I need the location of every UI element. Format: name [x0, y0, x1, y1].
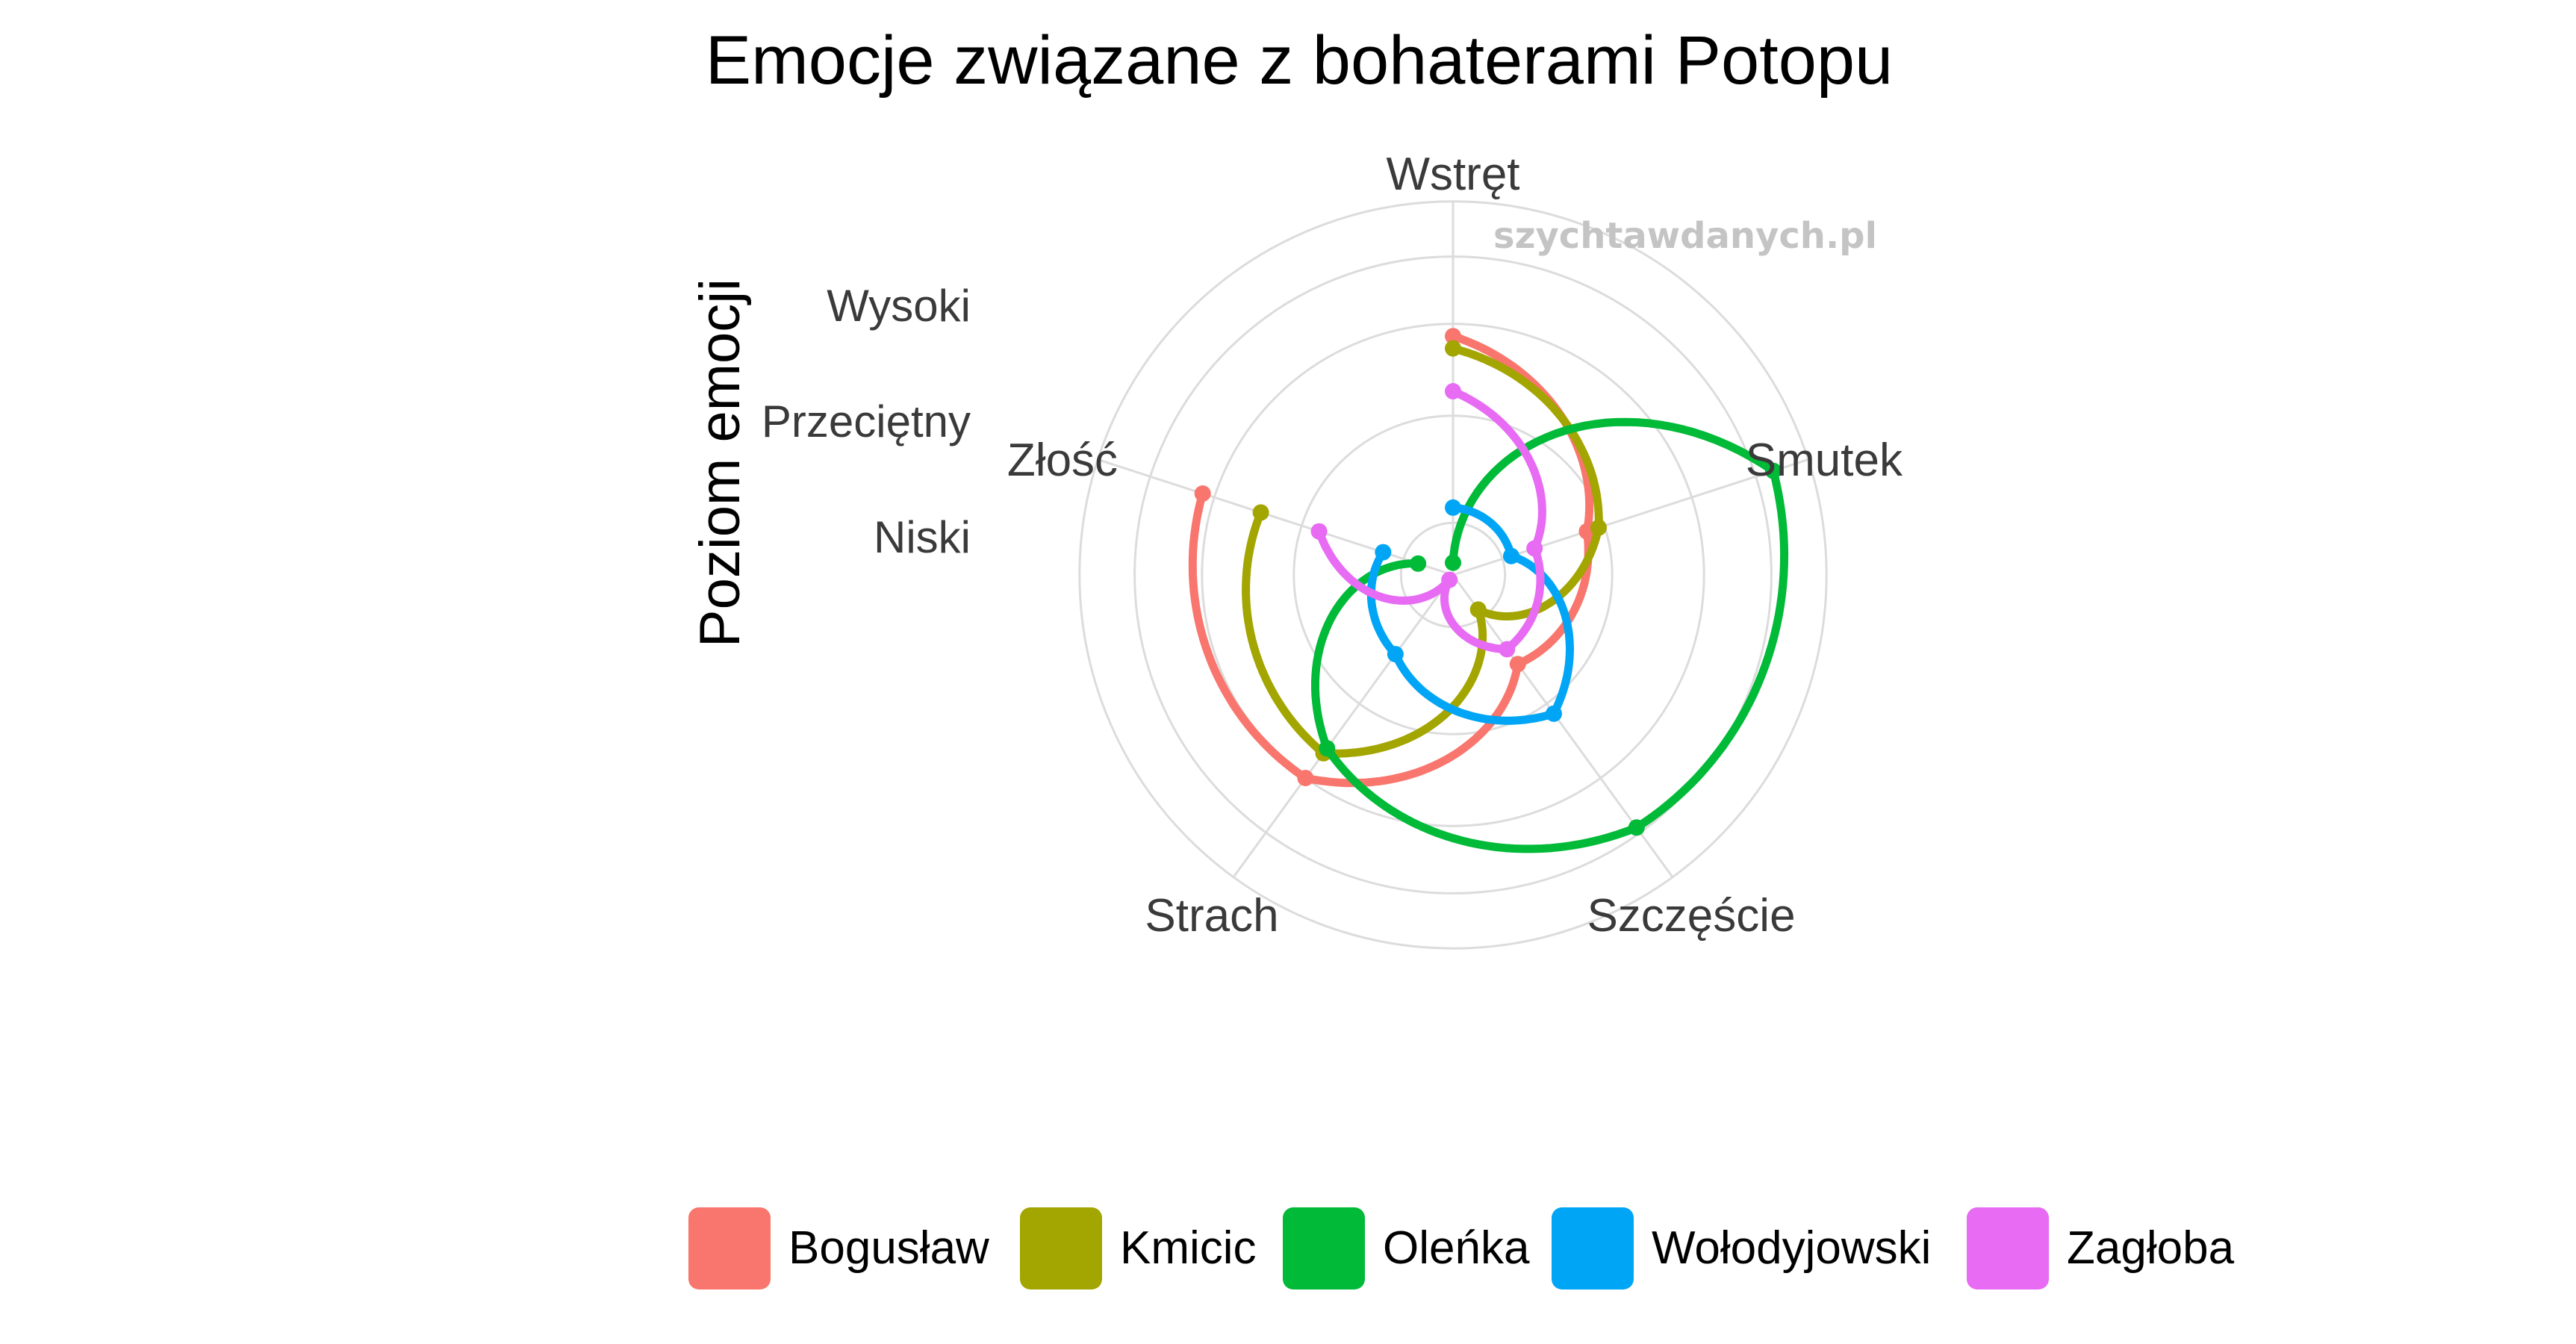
grid-spoke-4 [1232, 574, 1455, 878]
legend-label-boguslaw: Bogusław [788, 1222, 989, 1274]
legend-label-kmicic: Kmicic [1120, 1222, 1257, 1274]
legend-label-wolodyjowski: Wołodyjowski [1652, 1222, 1931, 1274]
level-label-medium: Przeciętny [762, 396, 971, 447]
series-point-wolodyjowski-5 [1375, 544, 1392, 561]
chart-title: Emocje związane z bohaterami Potopu [706, 22, 1893, 99]
series-point-boguslaw-3 [1509, 656, 1526, 673]
series-point-wolodyjowski-1 [1445, 499, 1461, 516]
series-point-wolodyjowski-2 [1503, 547, 1519, 564]
radar-grid [1078, 200, 1828, 950]
series-point-boguslaw-1 [1445, 328, 1461, 345]
legend-item-zagloba: Zagłoba [1967, 1207, 2235, 1289]
series-point-olenka-1 [1445, 554, 1461, 571]
legend-label-zagloba: Zagłoba [2067, 1222, 2235, 1274]
series-point-zagloba-4 [1441, 571, 1458, 588]
level-label-low: Niski [874, 512, 971, 562]
y-axis-label: Poziom emocji [688, 279, 752, 647]
series-point-zagloba-2 [1526, 540, 1543, 557]
legend-swatch-olenka [1283, 1207, 1365, 1289]
series-point-boguslaw-4 [1297, 770, 1314, 786]
axis-label-anger: Złość [1007, 435, 1118, 486]
radar-series [1188, 328, 1789, 853]
series-point-olenka-2 [1764, 462, 1782, 479]
level-label-high: Wysoki [827, 281, 971, 331]
legend-label-olenka: Oleńka [1383, 1222, 1530, 1274]
axis-label-fear: Strach [1145, 890, 1278, 942]
series-point-kmicic-3 [1469, 601, 1487, 618]
grid-spoke-5 [1097, 458, 1454, 576]
legend: Bogusław Kmicic Oleńka Wołodyjowski Zagł… [688, 1207, 2235, 1289]
series-point-kmicic-2 [1590, 519, 1607, 536]
legend-item-kmicic: Kmicic [1020, 1207, 1257, 1289]
series-point-zagloba-5 [1310, 523, 1328, 540]
series-point-zagloba-3 [1499, 641, 1516, 658]
series-point-olenka-5 [1410, 555, 1427, 572]
legend-swatch-boguslaw [688, 1207, 771, 1289]
series-point-olenka-3 [1628, 819, 1645, 836]
legend-swatch-zagloba [1967, 1207, 2049, 1289]
legend-swatch-wolodyjowski [1552, 1207, 1634, 1289]
watermark-text: szychtawdanych.pl [1493, 215, 1877, 257]
series-point-olenka-4 [1319, 740, 1336, 757]
series-point-zagloba-1 [1445, 383, 1461, 399]
legend-item-olenka: Oleńka [1283, 1207, 1530, 1289]
series-point-boguslaw-5 [1194, 485, 1211, 502]
axis-label-disgust: Wstręt [1386, 149, 1519, 200]
series-line-zagloba [1315, 387, 1546, 653]
series-point-wolodyjowski-4 [1387, 646, 1404, 663]
series-point-kmicic-1 [1445, 340, 1461, 357]
series-point-kmicic-5 [1252, 504, 1269, 521]
axis-label-sadness: Smutek [1746, 435, 1903, 486]
axis-label-happiness: Szczęście [1587, 890, 1795, 942]
legend-swatch-kmicic [1020, 1207, 1102, 1289]
legend-item-wolodyjowski: Wołodyjowski [1552, 1207, 1931, 1289]
legend-item-boguslaw: Bogusław [688, 1207, 989, 1289]
series-point-wolodyjowski-3 [1546, 705, 1562, 722]
